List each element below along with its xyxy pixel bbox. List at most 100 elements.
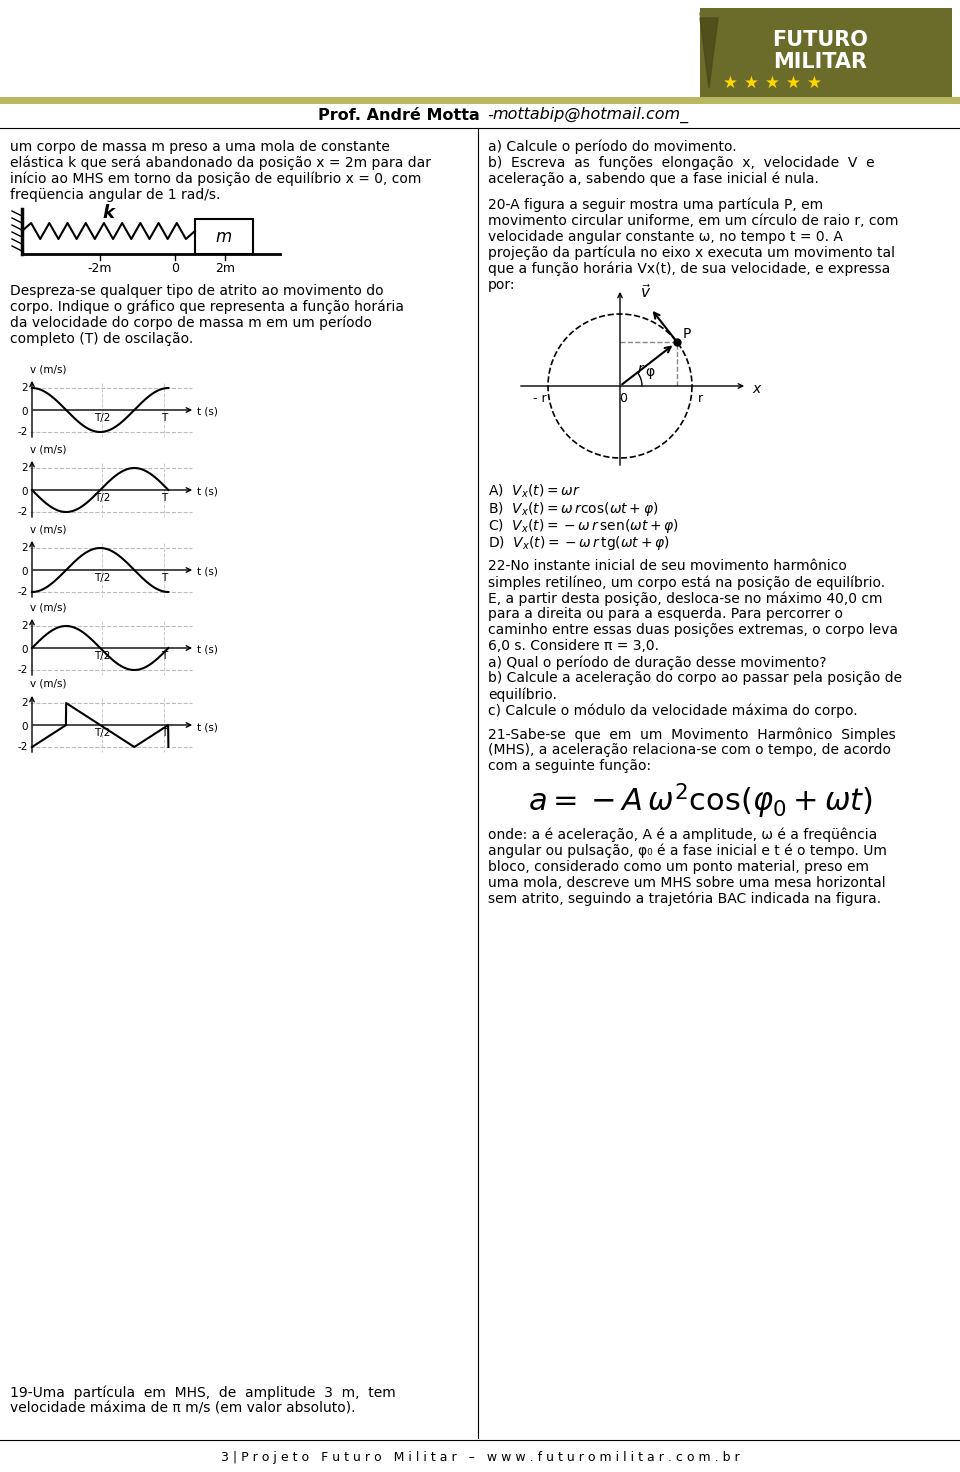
Text: 2: 2	[21, 464, 28, 473]
Text: T: T	[160, 493, 167, 503]
Polygon shape	[700, 18, 718, 88]
Text: c) Calcule o módulo da velocidade máxima do corpo.: c) Calcule o módulo da velocidade máxima…	[488, 704, 857, 717]
Text: a) Qual o período de duração desse movimento?: a) Qual o período de duração desse movim…	[488, 655, 827, 670]
Text: r: r	[637, 362, 643, 375]
Text: -2: -2	[17, 427, 28, 437]
Text: t (s): t (s)	[197, 567, 218, 577]
Text: Prof. André Motta: Prof. André Motta	[319, 107, 480, 122]
Text: 0: 0	[21, 567, 28, 577]
Text: 2: 2	[21, 621, 28, 631]
Text: início ao MHS em torno da posição de equilíbrio x = 0, com: início ao MHS em torno da posição de equ…	[10, 172, 421, 187]
Text: T/2: T/2	[93, 493, 110, 503]
Text: 0: 0	[619, 392, 627, 405]
Text: 2: 2	[21, 698, 28, 708]
Text: caminho entre essas duas posições extremas, o corpo leva: caminho entre essas duas posições extrem…	[488, 623, 898, 637]
Text: φ: φ	[645, 365, 654, 378]
Text: A)  $V_x(t) = \omega r$: A) $V_x(t) = \omega r$	[488, 483, 581, 500]
Text: onde: a é aceleração, A é a amplitude, ω é a freqüência: onde: a é aceleração, A é a amplitude, ω…	[488, 827, 877, 842]
Text: ★: ★	[785, 74, 801, 91]
Text: T: T	[160, 651, 167, 661]
Text: 0: 0	[21, 645, 28, 655]
Text: C)  $V_x(t) = -\omega\, r\,\mathrm{sen}(\omega t + \varphi)$: C) $V_x(t) = -\omega\, r\,\mathrm{sen}(\…	[488, 517, 679, 534]
Text: b)  Escreva  as  funções  elongação  x,  velocidade  V  e: b) Escreva as funções elongação x, veloc…	[488, 156, 875, 169]
Text: mottabip@hotmail.com_: mottabip@hotmail.com_	[492, 107, 688, 124]
Text: movimento circular uniforme, em um círculo de raio r, com: movimento circular uniforme, em um círcu…	[488, 213, 899, 228]
Text: 2: 2	[21, 383, 28, 393]
Text: 20-A figura a seguir mostra uma partícula P, em: 20-A figura a seguir mostra uma partícul…	[488, 199, 823, 212]
Text: - r: - r	[533, 392, 547, 405]
Text: t (s): t (s)	[197, 645, 218, 655]
Text: D)  $V_x(t) = -\omega\, r\,\mathrm{tg}(\omega t + \varphi)$: D) $V_x(t) = -\omega\, r\,\mathrm{tg}(\o…	[488, 534, 670, 552]
Text: 6,0 s. Considere π = 3,0.: 6,0 s. Considere π = 3,0.	[488, 639, 659, 654]
Text: ★: ★	[764, 74, 780, 91]
Text: m: m	[216, 228, 232, 246]
Text: -2: -2	[17, 742, 28, 752]
Text: -2: -2	[17, 665, 28, 676]
Text: corpo. Indique o gráfico que representa a função horária: corpo. Indique o gráfico que representa …	[10, 300, 404, 315]
Text: v (m/s): v (m/s)	[30, 445, 66, 453]
Text: r: r	[697, 392, 703, 405]
Text: FUTURO: FUTURO	[772, 29, 868, 50]
Text: (MHS), a aceleração relaciona-se com o tempo, de acordo: (MHS), a aceleração relaciona-se com o t…	[488, 743, 891, 757]
Text: 0: 0	[21, 487, 28, 498]
Text: um corpo de massa m preso a uma mola de constante: um corpo de massa m preso a uma mola de …	[10, 140, 390, 155]
Text: velocidade angular constante ω, no tempo t = 0. A: velocidade angular constante ω, no tempo…	[488, 230, 843, 244]
Text: 21-Sabe-se  que  em  um  Movimento  Harmônico  Simples: 21-Sabe-se que em um Movimento Harmônico…	[488, 727, 896, 742]
Text: -2: -2	[17, 506, 28, 517]
Text: para a direita ou para a esquerda. Para percorrer o: para a direita ou para a esquerda. Para …	[488, 606, 843, 621]
Text: v (m/s): v (m/s)	[30, 364, 66, 374]
Text: equilíbrio.: equilíbrio.	[488, 687, 557, 702]
Text: T/2: T/2	[93, 729, 110, 737]
Text: 0: 0	[171, 262, 179, 274]
Text: v (m/s): v (m/s)	[30, 524, 66, 534]
Text: E, a partir desta posição, desloca-se no máximo 40,0 cm: E, a partir desta posição, desloca-se no…	[488, 590, 882, 605]
Text: $\vec{v}$: $\vec{v}$	[640, 283, 652, 300]
Text: v (m/s): v (m/s)	[30, 679, 66, 689]
Text: que a função horária Vx(t), de sua velocidade, e expressa: que a função horária Vx(t), de sua veloc…	[488, 262, 890, 277]
Text: -: -	[483, 107, 499, 122]
Text: angular ou pulsação, φ₀ é a fase inicial e t é o tempo. Um: angular ou pulsação, φ₀ é a fase inicial…	[488, 843, 887, 858]
Text: t (s): t (s)	[197, 721, 218, 732]
Text: completo (T) de oscilação.: completo (T) de oscilação.	[10, 333, 193, 346]
Text: T: T	[160, 573, 167, 583]
Text: k: k	[102, 205, 114, 222]
Text: 2m: 2m	[215, 262, 235, 274]
Text: B)  $V_x(t) = \omega\, r\cos(\omega t + \varphi)$: B) $V_x(t) = \omega\, r\cos(\omega t + \…	[488, 500, 659, 518]
Text: t (s): t (s)	[197, 487, 218, 498]
Text: -2m: -2m	[87, 262, 112, 274]
Text: Despreza-se qualquer tipo de atrito ao movimento do: Despreza-se qualquer tipo de atrito ao m…	[10, 284, 384, 297]
Text: P: P	[683, 327, 691, 340]
Text: T: T	[160, 414, 167, 422]
Text: por:: por:	[488, 278, 516, 291]
Text: x: x	[752, 383, 760, 396]
Text: T/2: T/2	[93, 414, 110, 422]
Text: 0: 0	[21, 721, 28, 732]
Text: t (s): t (s)	[197, 406, 218, 417]
Text: T/2: T/2	[93, 573, 110, 583]
Polygon shape	[700, 13, 724, 99]
Text: com a seguinte função:: com a seguinte função:	[488, 760, 651, 773]
Text: simples retilíneo, um corpo está na posição de equilíbrio.: simples retilíneo, um corpo está na posi…	[488, 576, 885, 589]
Text: ★: ★	[723, 74, 737, 91]
Text: b) Calcule a aceleração do corpo ao passar pela posição de: b) Calcule a aceleração do corpo ao pass…	[488, 671, 902, 684]
Text: aceleração a, sabendo que a fase inicial é nula.: aceleração a, sabendo que a fase inicial…	[488, 172, 819, 187]
Text: velocidade máxima de π m/s (em valor absoluto).: velocidade máxima de π m/s (em valor abs…	[10, 1401, 355, 1415]
Text: T/2: T/2	[93, 651, 110, 661]
Text: 3 | P r o j e t o   F u t u r o   M i l i t a r   –   w w w . f u t u r o m i l : 3 | P r o j e t o F u t u r o M i l i t …	[221, 1451, 739, 1465]
Text: $a = -A\,\omega^2\cos(\varphi_0 + \omega t)$: $a = -A\,\omega^2\cos(\varphi_0 + \omega…	[528, 782, 873, 821]
Text: sem atrito, seguindo a trajetória BAC indicada na figura.: sem atrito, seguindo a trajetória BAC in…	[488, 892, 881, 907]
Text: freqüencia angular de 1 rad/s.: freqüencia angular de 1 rad/s.	[10, 188, 221, 202]
Text: 19-Uma  partícula  em  MHS,  de  amplitude  3  m,  tem: 19-Uma partícula em MHS, de amplitude 3 …	[10, 1385, 396, 1400]
Text: 22-No instante inicial de seu movimento harmônico: 22-No instante inicial de seu movimento …	[488, 559, 847, 573]
Bar	[195, 219, 253, 255]
Text: uma mola, descreve um MHS sobre uma mesa horizontal: uma mola, descreve um MHS sobre uma mesa…	[488, 876, 886, 891]
Text: T: T	[160, 729, 167, 737]
Text: projeção da partícula no eixo x executa um movimento tal: projeção da partícula no eixo x executa …	[488, 246, 895, 261]
Text: da velocidade do corpo de massa m em um período: da velocidade do corpo de massa m em um …	[10, 316, 372, 331]
Text: elástica k que será abandonado da posição x = 2m para dar: elástica k que será abandonado da posiçã…	[10, 156, 431, 171]
Text: ★: ★	[744, 74, 758, 91]
Text: MILITAR: MILITAR	[773, 52, 867, 72]
Text: 0: 0	[21, 406, 28, 417]
Text: -2: -2	[17, 587, 28, 598]
Text: 2: 2	[21, 543, 28, 553]
